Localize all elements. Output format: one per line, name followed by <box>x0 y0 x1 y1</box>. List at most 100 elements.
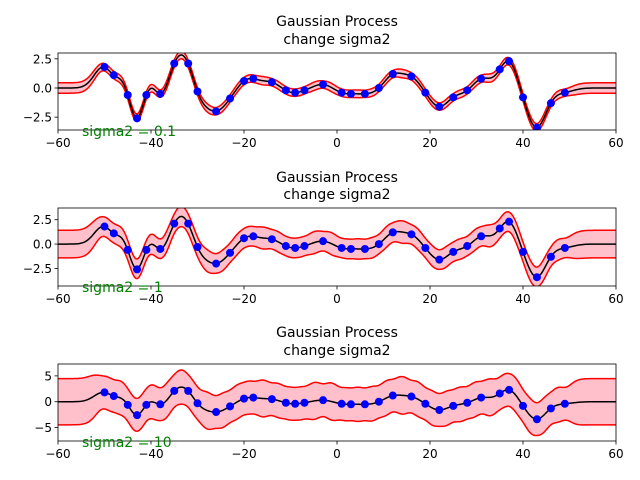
data-point <box>463 86 472 95</box>
data-point <box>519 401 527 410</box>
data-point <box>281 398 290 407</box>
data-point <box>560 243 569 252</box>
data-point <box>100 388 109 397</box>
data-point <box>374 240 383 249</box>
subplot-title: Gaussian Process <box>276 170 398 186</box>
data-point <box>170 59 179 68</box>
data-point <box>346 244 355 253</box>
data-point <box>388 70 397 78</box>
data-point <box>291 399 300 408</box>
data-point <box>133 265 142 274</box>
data-point <box>193 243 202 251</box>
data-point <box>495 224 504 233</box>
x-tick-label: 60 <box>608 292 623 306</box>
data-point <box>193 87 202 96</box>
data-point <box>532 415 541 424</box>
sigma2-annotation: sigma2 = 0.1 <box>82 124 176 140</box>
data-point <box>407 392 416 401</box>
lower-bound-line <box>58 225 616 286</box>
plot-area <box>58 369 616 437</box>
data-point <box>463 398 472 407</box>
data-point <box>267 78 276 87</box>
data-point <box>170 386 179 395</box>
x-tick-label: 40 <box>515 136 530 150</box>
data-point <box>346 400 355 409</box>
data-point <box>519 247 527 256</box>
data-point <box>435 255 444 264</box>
data-point <box>100 63 109 71</box>
data-point <box>477 232 486 241</box>
data-point <box>560 88 569 97</box>
x-tick-label: 20 <box>422 447 437 461</box>
x-tick-label: −20 <box>231 136 256 150</box>
data-point <box>100 222 109 231</box>
data-point <box>133 114 142 123</box>
data-point <box>300 398 309 407</box>
data-point <box>560 399 569 408</box>
data-point <box>249 393 258 402</box>
x-tick-label: −40 <box>138 292 163 306</box>
data-point <box>226 402 235 411</box>
data-point <box>212 408 221 417</box>
data-point <box>374 84 383 92</box>
data-point <box>505 57 514 66</box>
x-tick-label: −40 <box>138 136 163 150</box>
data-point <box>495 389 504 398</box>
x-tick-label: −20 <box>231 447 256 461</box>
subplot-sigma2-10: Gaussian Process change sigma2 −60 −40 −20… <box>34 325 623 461</box>
data-point <box>337 399 346 408</box>
data-point <box>300 86 309 95</box>
data-point <box>156 244 165 253</box>
sigma2-annotation: sigma2 = 1 <box>82 280 163 296</box>
data-point <box>184 59 193 68</box>
x-tick-label: 60 <box>608 136 623 150</box>
data-point <box>374 397 383 406</box>
y-tick-label: 0.0 <box>33 238 52 252</box>
data-point <box>109 71 118 80</box>
data-point <box>519 93 527 102</box>
y-tick-label: 2.5 <box>33 213 52 227</box>
data-point <box>477 74 486 83</box>
data-point <box>142 400 151 409</box>
data-point <box>281 86 290 95</box>
data-point <box>291 243 300 252</box>
data-point <box>156 400 165 409</box>
data-point <box>546 99 555 108</box>
data-point <box>319 396 328 405</box>
data-point <box>156 89 165 98</box>
plot-area <box>58 208 616 286</box>
y-tick-label: 0 <box>44 395 52 409</box>
x-tick-label: −60 <box>45 136 70 150</box>
data-point <box>109 229 118 238</box>
data-point <box>505 217 514 226</box>
data-point <box>532 123 541 130</box>
data-point <box>435 405 444 414</box>
data-point <box>360 244 369 253</box>
data-point <box>435 102 444 111</box>
data-point <box>226 248 235 257</box>
data-point <box>123 245 132 254</box>
data-point <box>249 74 258 83</box>
data-point <box>319 80 328 89</box>
data-point <box>495 65 504 74</box>
data-point <box>463 242 472 251</box>
data-point <box>184 386 193 395</box>
x-tick-label: 40 <box>515 447 530 461</box>
x-tick-label: 40 <box>515 292 530 306</box>
data-point <box>407 230 416 239</box>
sigma2-annotation: sigma2 = 10 <box>82 435 172 451</box>
x-tick-label: −60 <box>45 447 70 461</box>
data-point <box>142 245 151 254</box>
subplot-subtitle: change sigma2 <box>283 187 390 203</box>
y-tick-label: 2.5 <box>33 52 52 66</box>
data-point <box>133 411 142 420</box>
x-tick-label: 20 <box>422 292 437 306</box>
upper-bound-line <box>58 369 616 404</box>
subplot-title: Gaussian Process <box>276 14 398 30</box>
x-tick-label: −20 <box>231 292 256 306</box>
y-tick-label: −5 <box>34 421 52 435</box>
x-tick-label: 20 <box>422 136 437 150</box>
x-tick-label: 0 <box>333 136 341 150</box>
subplot-subtitle: change sigma2 <box>283 32 390 48</box>
